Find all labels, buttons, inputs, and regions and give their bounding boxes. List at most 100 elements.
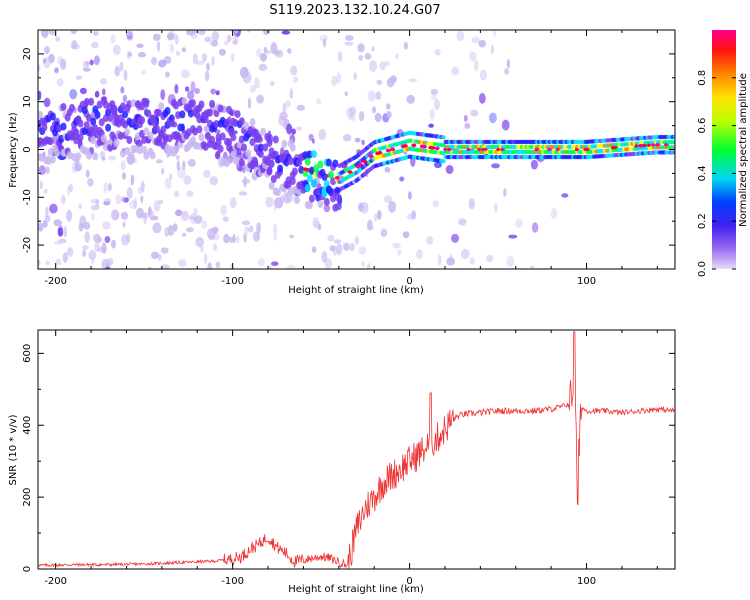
heatmap-cell xyxy=(291,167,298,176)
heatmap-cell xyxy=(77,119,84,128)
heatmap-cell xyxy=(434,161,442,168)
heatmap-cell xyxy=(243,121,250,130)
heatmap-cell xyxy=(190,30,198,39)
heatmap-cell xyxy=(58,238,67,244)
heatmap-cell xyxy=(429,108,435,120)
heatmap-cell xyxy=(399,176,405,182)
heatmap-cell xyxy=(156,41,161,52)
heatmap-cell xyxy=(223,40,230,46)
heatmap-cell xyxy=(186,227,194,233)
heatmap-cell xyxy=(44,215,51,222)
heatmap-cell xyxy=(45,260,51,266)
heatmap-cell xyxy=(186,30,196,36)
heatmap-cell xyxy=(273,198,278,211)
heatmap-cell xyxy=(249,84,256,93)
heatmap-cell xyxy=(515,218,523,228)
heatmap-cell xyxy=(211,30,220,42)
heatmap-cell xyxy=(451,233,459,243)
heatmap-cell xyxy=(385,148,391,153)
heatmap-cell xyxy=(508,234,518,239)
heatmap-cell xyxy=(273,234,277,241)
heatmap-cell xyxy=(384,166,391,173)
heatmap-cell xyxy=(41,123,48,132)
heatmap-cell xyxy=(268,181,275,190)
heatmap-cell xyxy=(56,78,64,87)
heatmap-cell xyxy=(173,191,180,198)
heatmap-cell xyxy=(42,58,47,64)
colorbar-tick-label: 0.0 xyxy=(697,261,708,277)
heatmap-cell xyxy=(397,249,402,256)
heatmap-cell xyxy=(108,155,117,161)
heatmap-cell xyxy=(121,172,127,180)
heatmap-cell xyxy=(392,242,401,249)
heatmap-cell xyxy=(373,213,378,222)
heatmap-cell xyxy=(286,123,293,135)
heatmap-cell xyxy=(38,111,44,119)
heatmap-cell xyxy=(82,60,90,69)
heatmap-cell xyxy=(175,35,179,45)
y-tick-label: 20 xyxy=(22,48,33,61)
heatmap-cell xyxy=(181,97,188,106)
heatmap-cell xyxy=(82,67,91,72)
heatmap-cell xyxy=(121,196,126,203)
heatmap-cell xyxy=(38,222,44,232)
heatmap-cell xyxy=(271,261,279,267)
heatmap-cell xyxy=(158,59,167,68)
heatmap-cell xyxy=(94,110,101,119)
heatmap-cell xyxy=(186,190,194,197)
heatmap-cell xyxy=(273,223,277,236)
heatmap-cell xyxy=(328,188,334,197)
heatmap-cell xyxy=(491,163,500,169)
heatmap-cell xyxy=(343,134,352,142)
heatmap-cell xyxy=(110,34,116,44)
heatmap-cell xyxy=(152,33,161,41)
heatmap-cell xyxy=(406,94,416,104)
heatmap-cell xyxy=(317,223,322,231)
heatmap-cell xyxy=(338,51,343,62)
heatmap-cell xyxy=(458,218,467,226)
heatmap-cell xyxy=(371,106,377,114)
heatmap-cell xyxy=(187,158,196,167)
heatmap-cell xyxy=(433,98,440,111)
x-tick-label: 100 xyxy=(577,576,596,587)
heatmap-cell xyxy=(153,200,161,212)
heatmap-cell xyxy=(289,88,294,100)
heatmap-cell xyxy=(49,30,57,36)
heatmap-cell xyxy=(79,87,87,95)
heatmap-cell xyxy=(147,131,154,140)
heatmap-cell xyxy=(128,151,135,160)
heatmap-cell xyxy=(176,154,180,161)
heatmap-cell xyxy=(112,44,121,56)
heatmap-cell xyxy=(390,147,396,152)
heatmap-cell xyxy=(490,44,494,55)
heatmap-cell xyxy=(101,242,107,254)
heatmap-cell xyxy=(54,67,59,74)
heatmap-cell xyxy=(203,169,211,178)
heatmap-cell xyxy=(75,75,83,80)
heatmap-cell xyxy=(263,46,268,54)
heatmap-cell xyxy=(215,138,222,147)
heatmap-cell xyxy=(234,30,239,34)
heatmap-cell xyxy=(210,88,217,95)
figure-title: S119.2023.132.10.24.G07 xyxy=(269,3,440,18)
heatmap-cell xyxy=(123,69,128,82)
y-tick-label: 0 xyxy=(22,146,33,152)
y-tick-label: -10 xyxy=(22,189,33,205)
heatmap-cell xyxy=(247,30,251,33)
heatmap-cell xyxy=(77,133,84,142)
heatmap-cell xyxy=(89,59,94,66)
heatmap-cell xyxy=(119,61,124,72)
heatmap-cell xyxy=(248,225,254,233)
heatmap-cell xyxy=(160,264,170,269)
heatmap-cell xyxy=(143,127,150,136)
heatmap-cell xyxy=(304,157,311,166)
heatmap-cell xyxy=(308,194,315,203)
snr-panel: -200 -100 0 100 0 200 400 600 Height of straigh… xyxy=(8,329,676,595)
heatmap-cell xyxy=(386,103,391,110)
heatmap-cell xyxy=(328,170,334,179)
heatmap-cell xyxy=(287,48,292,54)
heatmap-cell xyxy=(143,151,150,160)
heatmap-cell xyxy=(353,72,358,81)
heatmap-cell xyxy=(120,211,129,220)
heatmap-cell xyxy=(137,186,144,195)
